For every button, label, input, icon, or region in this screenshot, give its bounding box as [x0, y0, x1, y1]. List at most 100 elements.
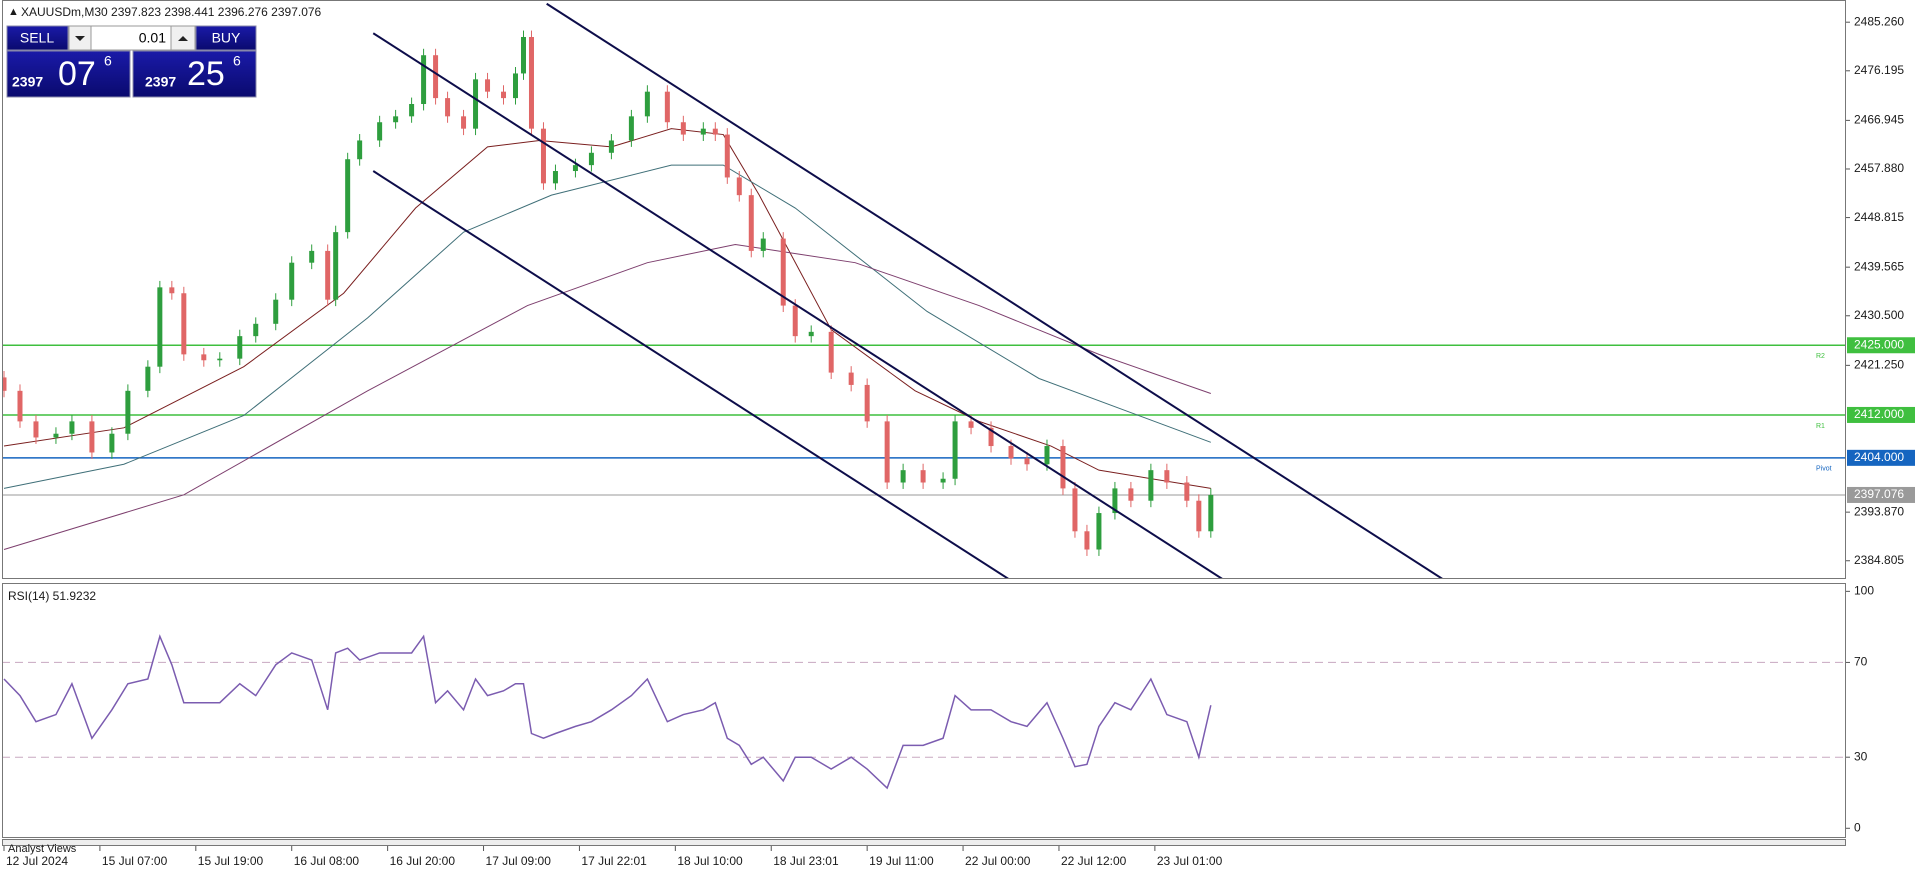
trend-line [372, 32, 1223, 578]
candle-body [1024, 458, 1030, 465]
buy-price-big: 2397 [145, 74, 176, 90]
lot-value[interactable]: 0.01 [139, 30, 166, 46]
candle-body [552, 171, 558, 184]
candle-body [736, 177, 742, 196]
candle-body [628, 116, 634, 141]
collapse-arrow[interactable]: ▲ [8, 6, 19, 18]
candle-body [968, 421, 974, 428]
buy-label[interactable]: BUY [212, 30, 241, 46]
level-label-bg [1847, 406, 1915, 423]
candle-body [988, 427, 994, 447]
level-label: 2425.000 [1854, 337, 1904, 351]
candle-body [409, 104, 415, 117]
candle-body [644, 91, 650, 117]
y-tick-label: 2485.260 [1854, 14, 1904, 28]
candle-body [664, 91, 670, 123]
candle-body [289, 262, 295, 300]
moving-average [3, 243, 1211, 550]
trend-line [546, 2, 1443, 578]
y-tick-label: 2439.565 [1854, 259, 1904, 273]
level-label: 2412.000 [1854, 407, 1904, 421]
candle-body [952, 421, 958, 479]
rsi-pane-frame [2, 583, 1846, 838]
candle-body [1044, 446, 1050, 465]
candle-body [1128, 488, 1134, 501]
buy-price-main: 25 [187, 55, 225, 93]
candle-body [588, 152, 594, 166]
down-arrow [75, 36, 85, 41]
buy-button[interactable] [195, 25, 257, 51]
sell-label[interactable]: SELL [20, 30, 54, 46]
candle-body [377, 122, 383, 141]
sell-price-box[interactable] [6, 50, 131, 98]
buy-price-sup: 6 [233, 53, 241, 69]
main-plot: R2 R1 Pivot [3, 2, 1845, 578]
candle-body [125, 390, 131, 434]
candle-body [512, 73, 518, 99]
candle-body [421, 55, 427, 105]
candle-body [528, 36, 534, 129]
candle-body [1072, 488, 1078, 532]
candle-body [485, 79, 491, 92]
buy-price-box[interactable] [132, 50, 257, 98]
level-tag: R1 [1816, 423, 1825, 430]
candle-body [433, 55, 439, 99]
candle-body [700, 128, 706, 135]
y-tick-label: 30 [1854, 749, 1868, 763]
candle-body [461, 116, 467, 129]
candle-body [1148, 470, 1154, 501]
y-tick-label: 2457.880 [1854, 161, 1904, 175]
candle-body [345, 159, 351, 233]
sell-price-sup: 6 [104, 53, 112, 69]
candle-body [157, 287, 163, 367]
candle-body [792, 305, 798, 337]
candle-body [884, 421, 890, 483]
main-pane-frame [2, 0, 1846, 579]
candle-body [608, 140, 614, 153]
sell-button[interactable] [6, 25, 69, 51]
x-tick-label: 19 Jul 11:00 [869, 854, 934, 868]
candle-body [33, 421, 39, 438]
y-tick-label: 2393.870 [1854, 504, 1904, 518]
candle-body [393, 116, 399, 123]
candle-body [253, 323, 259, 337]
candle-body [89, 421, 95, 453]
level-label: 2404.000 [1854, 450, 1904, 464]
x-tick-label: 22 Jul 00:00 [965, 854, 1031, 868]
moving-average [3, 164, 1211, 489]
candle-body [3, 377, 7, 391]
candle-body [1096, 513, 1102, 550]
candle-body [145, 366, 151, 391]
x-tick-label: 15 Jul 07:00 [102, 854, 168, 868]
x-tick-label: 16 Jul 08:00 [294, 854, 360, 868]
candle-body [17, 390, 23, 422]
x-tick-label: 16 Jul 20:00 [390, 854, 456, 868]
candle-body [501, 91, 507, 99]
candle-body [1112, 488, 1118, 514]
candle-body [1208, 494, 1214, 532]
candle-body [53, 433, 59, 438]
candle-body [201, 354, 207, 361]
level-label-bg [1847, 449, 1915, 466]
x-tick-label: 23 Jul 01:00 [1157, 854, 1223, 868]
candle-body [237, 336, 243, 359]
trend-line [372, 170, 1009, 578]
candle-body [1084, 531, 1090, 550]
candle-body [1008, 446, 1014, 459]
y-tick-label: 2448.815 [1854, 210, 1904, 224]
analyst-views-tab[interactable]: Analyst Views [8, 843, 77, 855]
y-tick-label: 2466.945 [1854, 113, 1904, 127]
y-tick-label: 100 [1854, 584, 1874, 598]
candle-body [760, 238, 766, 251]
candle-body [572, 165, 578, 172]
candle-body [540, 128, 546, 184]
rsi-line [3, 634, 1212, 790]
x-tick-label: 17 Jul 09:00 [486, 854, 552, 868]
moving-average [3, 128, 1211, 489]
candle-body [325, 250, 331, 300]
candle-body [520, 36, 526, 74]
candle-body [109, 433, 115, 453]
candle-body [680, 122, 686, 135]
